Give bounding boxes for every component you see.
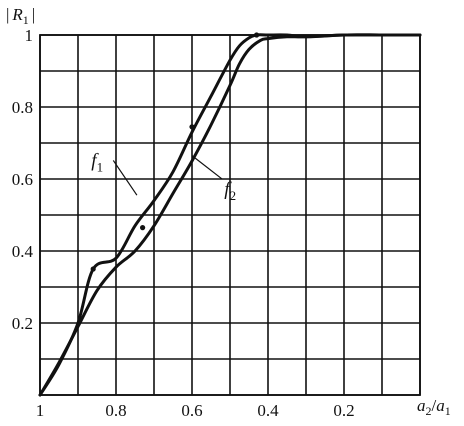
- x-tick-label: 0.2: [333, 401, 354, 420]
- leader-line-f2: [191, 155, 223, 180]
- y-tick-label: 0.6: [12, 170, 33, 189]
- x-axis-label-slash: /: [432, 396, 437, 415]
- x-tick-label: 0.6: [181, 401, 202, 420]
- y-axis-label-bar-right: |: [32, 5, 35, 24]
- data-marker-f1: [254, 32, 260, 38]
- series-label-f1-sub: 1: [97, 159, 104, 174]
- y-tick-label: 0.4: [12, 242, 34, 261]
- x-axis-label-num-sub: 2: [426, 404, 432, 418]
- data-marker-f1: [189, 124, 195, 130]
- y-tick-label: 0.8: [12, 98, 33, 117]
- data-markers: [90, 32, 260, 272]
- x-tick-label: 0.8: [105, 401, 126, 420]
- x-axis-label-den: a: [436, 396, 445, 415]
- y-axis-label: | R1 |: [6, 5, 35, 27]
- y-axis-label-bar-left: |: [6, 5, 9, 24]
- series-label-f1-name: f: [91, 150, 99, 171]
- x-tick-label: 0.4: [257, 401, 279, 420]
- x-axis-label-den-sub: 1: [445, 404, 451, 418]
- series-label-f2: f2: [224, 179, 236, 203]
- curves: [38, 33, 422, 397]
- y-tick-label: 0.2: [12, 314, 33, 333]
- x-tick-label: 1: [36, 401, 45, 420]
- series-label-f2-name: f: [224, 179, 232, 200]
- series-label-f1: f1: [91, 150, 103, 174]
- y-tick-label: 1: [25, 26, 34, 45]
- y-tick-labels: 1 0.8 0.6 0.4 0.2: [12, 26, 34, 333]
- x-axis-label-num: a: [417, 396, 426, 415]
- x-axis-label: a2/a1: [417, 396, 451, 418]
- y-axis-label-sub: 1: [23, 13, 29, 27]
- series-label-f2-sub: 2: [230, 188, 237, 203]
- label-leaders: [112, 155, 223, 196]
- data-marker-f2: [140, 225, 146, 231]
- grid: [39, 34, 421, 396]
- series-line-f2: [38, 33, 422, 397]
- leader-line-f1: [112, 160, 138, 196]
- plot-frame: [39, 34, 421, 396]
- data-marker-f1: [90, 266, 96, 272]
- y-axis-label-var: R: [11, 5, 23, 24]
- x-tick-labels: 1 0.8 0.6 0.4 0.2: [36, 401, 355, 420]
